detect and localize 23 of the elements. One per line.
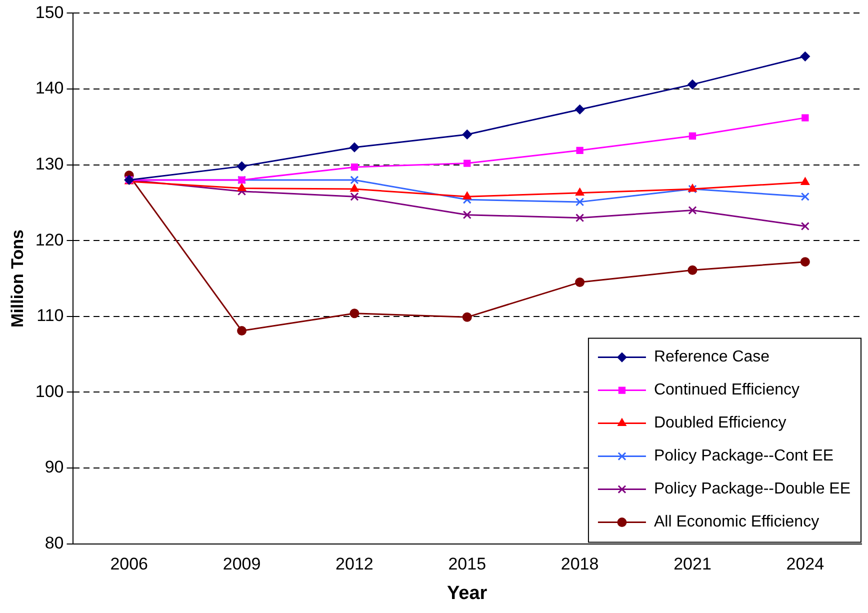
x-tick-label: 2012 [336, 554, 374, 574]
legend-label: Continued Efficiency [654, 382, 800, 399]
y-tick-label: 110 [36, 306, 64, 326]
x-tick-label: 2015 [448, 554, 486, 574]
x-tick-label: 2021 [674, 554, 712, 574]
y-tick-label: 120 [35, 230, 64, 250]
y-tick-label: 130 [35, 154, 64, 174]
y-tick-label: 100 [35, 382, 64, 401]
y-axis-title: Million Tons [8, 230, 27, 328]
x-tick-label: 2006 [110, 554, 148, 574]
y-tick-label: 80 [44, 533, 64, 552]
legend-label: All Economic Efficiency [654, 514, 820, 531]
y-tick-label: 90 [44, 458, 64, 477]
legend-label: Doubled Efficiency [654, 414, 786, 432]
x-tick-label: 2024 [786, 554, 824, 574]
y-tick-label: 140 [35, 78, 64, 98]
x-tick-label: 2009 [222, 554, 261, 574]
legend-label: Reference Case [654, 348, 770, 366]
x-axis-title: Year [447, 582, 488, 604]
legend-label: Policy Package--Double EE [654, 480, 851, 498]
y-tick-label: 150 [35, 2, 64, 22]
x-tick-label: 2018 [560, 554, 599, 574]
legend-label: Policy Package--Cont EE [654, 448, 834, 465]
